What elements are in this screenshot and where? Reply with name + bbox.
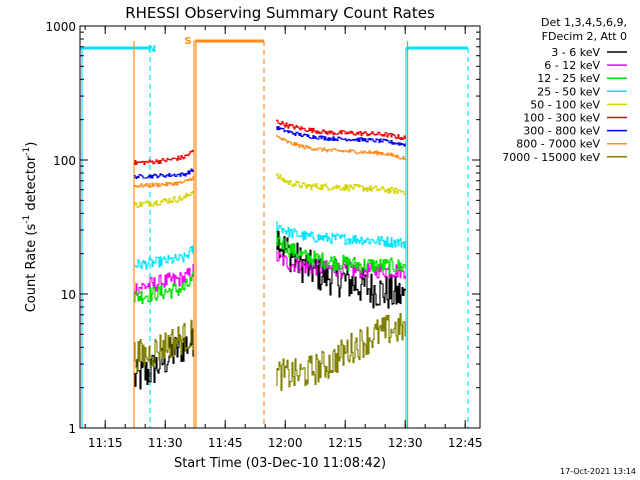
y-label-part-1: Count Rate (s (24, 224, 39, 313)
x-tick-label-4: 12:15 (328, 436, 363, 450)
legend-label-0: 3 - 6 keV (551, 46, 600, 59)
series-8-segment-0 (134, 319, 194, 372)
y-label-part-2: detector (24, 155, 39, 215)
series-4-segment-0 (134, 191, 194, 209)
series-0-segment-1 (276, 230, 406, 309)
y-tick-label-0: 1 (68, 422, 76, 436)
y-label-part-3: ) (24, 142, 39, 147)
night-marker-label: N (148, 44, 156, 55)
series-3-segment-0 (134, 245, 194, 270)
x-tick-label-6: 12:45 (448, 436, 483, 450)
series-7-segment-1 (276, 134, 406, 161)
series-2 (134, 230, 406, 304)
legend-header-1: Det 1,3,4,5,6,9, (541, 16, 627, 29)
series-8-segment-1 (276, 313, 406, 391)
y-tick-label-3: 1000 (45, 20, 76, 34)
series-5-segment-0 (134, 149, 194, 165)
legend-label-3: 25 - 50 keV (537, 85, 600, 98)
x-tick-label-2: 11:45 (208, 436, 243, 450)
legend-label-4: 50 - 100 keV (530, 98, 600, 111)
series-4-segment-1 (276, 173, 406, 196)
series-7-segment-0 (134, 175, 194, 188)
series-5-segment-1 (276, 119, 406, 140)
series-2-segment-1 (276, 230, 406, 275)
x-tick-label-0: 11:15 (88, 436, 123, 450)
series-4 (134, 173, 406, 209)
plot-frame (79, 25, 481, 429)
y-tick-label-2: 100 (53, 154, 76, 168)
y-tick-label-1: 10 (61, 288, 76, 302)
x-tick-label-3: 12:00 (268, 436, 303, 450)
series-1 (134, 251, 406, 296)
series-1-segment-0 (134, 264, 194, 296)
y-label-sup-1: -1 (22, 215, 32, 224)
legend-label-2: 12 - 25 keV (537, 72, 600, 85)
series-7 (134, 134, 406, 188)
series-3-segment-1 (276, 221, 406, 249)
series-5 (134, 119, 406, 165)
series-3 (134, 221, 406, 270)
series-6-segment-0 (134, 168, 194, 180)
y-axis-label: Count Rate (s-1 detector-1) (22, 142, 39, 313)
legend-label-8: 7000 - 15000 keV (502, 151, 600, 164)
legend-label-1: 6 - 12 keV (544, 59, 600, 72)
saa-marker-label: S (184, 36, 191, 47)
legend-label-5: 100 - 300 keV (523, 112, 600, 125)
x-tick-label-1: 11:30 (148, 436, 183, 450)
chart-title: RHESSI Observing Summary Count Rates (125, 4, 435, 22)
x-tick-label-5: 12:30 (388, 436, 423, 450)
legend-label-7: 800 - 7000 keV (516, 138, 600, 151)
legend-header-2: FDecim 2, Att 0 (542, 30, 627, 43)
series-2-segment-0 (134, 271, 194, 304)
axis-ticks: 11:15 11:30 11:45 12:00 12:15 12:30 12:45 1 10 10… (45, 20, 482, 450)
timestamp: 17-Oct-2021 13:14 (560, 467, 636, 476)
legend-label-6: 300 - 800 keV (523, 125, 600, 138)
plot-area: NS (80, 36, 469, 428)
series-6 (134, 125, 406, 180)
x-axis-label: Start Time (03-Dec-10 11:08:42) (174, 456, 386, 471)
legend: Det 1,3,4,5,6,9, FDecim 2, Att 0 3 - 6 k… (502, 16, 627, 164)
y-label-sup-2: -1 (22, 147, 32, 156)
series-6-segment-1 (276, 125, 406, 147)
series-8 (134, 313, 406, 391)
series-group (134, 119, 406, 391)
